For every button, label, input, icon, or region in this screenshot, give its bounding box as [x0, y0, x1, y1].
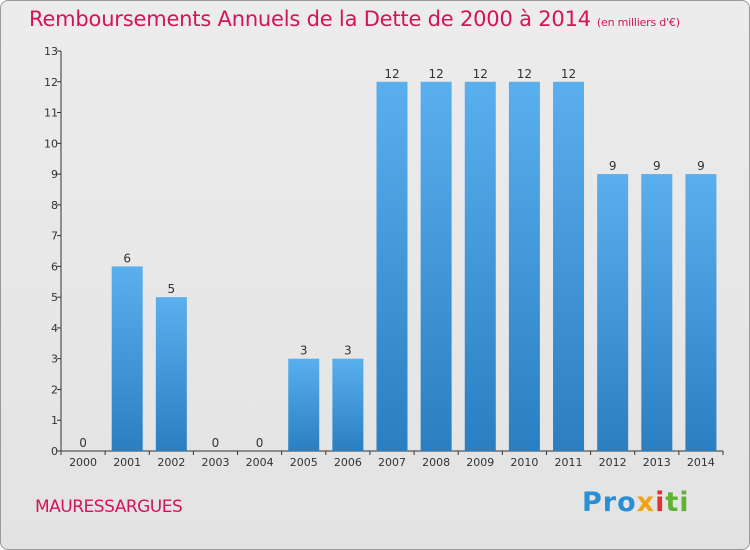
x-tick-label: 2011: [555, 456, 583, 469]
x-tick-label: 2012: [599, 456, 627, 469]
data-label: 12: [428, 67, 443, 81]
x-tick-label: 2002: [157, 456, 185, 469]
bar: [332, 358, 364, 451]
data-label: 0: [256, 436, 264, 450]
data-label: 0: [79, 436, 87, 450]
chart-title: Remboursements Annuels de la Dette de 20…: [29, 7, 680, 31]
bar: [155, 297, 187, 451]
y-tick-label: 3: [51, 353, 58, 366]
data-label: 9: [609, 159, 617, 173]
y-tick-label: 13: [44, 45, 58, 58]
bar: [508, 81, 540, 452]
data-label: 3: [344, 344, 352, 358]
logo-part-3: i: [655, 487, 666, 518]
y-tick-label: 4: [51, 322, 58, 335]
x-tick-label: 2005: [290, 456, 318, 469]
x-tick-label: 2010: [510, 456, 538, 469]
y-tick-label: 7: [51, 230, 58, 243]
bar: [111, 266, 143, 451]
bars: [111, 81, 717, 452]
bar: [376, 81, 408, 452]
x-tick-label: 2008: [422, 456, 450, 469]
bar: [553, 81, 585, 452]
bar: [288, 358, 320, 451]
x-tick-label: 2003: [201, 456, 229, 469]
y-tick-label: 8: [51, 199, 58, 212]
bar: [464, 81, 496, 452]
x-tick-label: 2000: [69, 456, 97, 469]
x-tick-label: 2006: [334, 456, 362, 469]
data-label: 6: [123, 251, 131, 265]
data-label: 3: [300, 344, 308, 358]
data-label: 5: [168, 282, 176, 296]
y-tick-label: 9: [51, 168, 58, 181]
data-label: 12: [517, 67, 532, 81]
y-tick-label: 5: [51, 291, 58, 304]
data-label: 12: [473, 67, 488, 81]
x-tick-label: 2007: [378, 456, 406, 469]
data-label: 12: [561, 67, 576, 81]
bar: [597, 174, 629, 452]
y-tick-label: 1: [51, 414, 58, 427]
data-label: 0: [212, 436, 220, 450]
bar: [685, 174, 717, 452]
chart-title-text: Remboursements Annuels de la Dette de 20…: [29, 7, 591, 31]
x-tick-label: 2001: [113, 456, 141, 469]
x-tick-label: 2009: [466, 456, 494, 469]
data-label: 9: [697, 159, 705, 173]
y-tick-label: 12: [44, 76, 58, 89]
y-tick-label: 0: [51, 445, 58, 458]
x-tick-label: 2013: [643, 456, 671, 469]
chart-subtitle: (en milliers d'€): [596, 16, 680, 29]
data-label: 9: [653, 159, 661, 173]
proxiti-logo: Proxiti: [582, 487, 690, 518]
location-name: MAURESSARGUES: [35, 497, 183, 517]
logo-part-2: x: [636, 487, 656, 518]
logo-part-4: ti: [665, 487, 690, 518]
y-tick-label: 6: [51, 260, 58, 273]
y-tick-label: 10: [44, 137, 58, 150]
x-axis: 2000 2001 2002 2003 2004 2005 2006 2007 2008 2009…: [60, 450, 724, 469]
value-labels: 0 6 5 0 0 3 3 12 12 12 12 12 9 9 9: [79, 67, 705, 450]
bar: [641, 174, 673, 452]
y-tick-label: 11: [44, 107, 58, 120]
x-tick-label: 2004: [246, 456, 274, 469]
logo-part-1: Pro: [582, 487, 637, 518]
bar: [420, 81, 452, 452]
data-label: 12: [384, 67, 399, 81]
x-tick-label: 2014: [687, 456, 715, 469]
y-tick-label: 2: [51, 383, 58, 396]
